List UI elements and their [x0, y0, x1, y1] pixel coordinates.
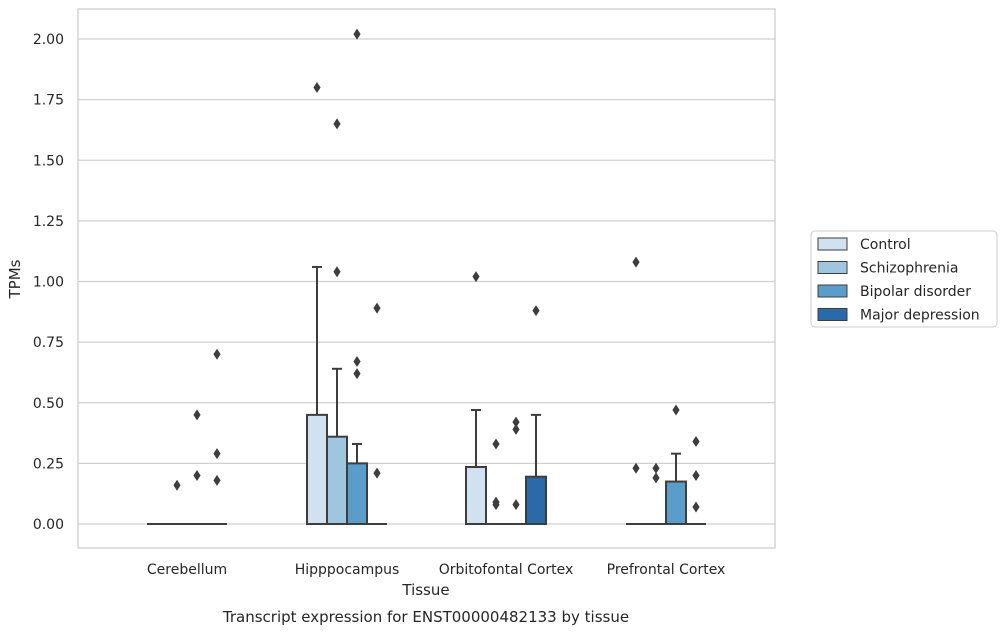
outlier-point [492, 438, 500, 450]
x-tick-labels: Cerebellum Hipppocampus Orbitofontal Corte… [147, 562, 725, 578]
x-tick-label: Prefrontal Cortex [607, 562, 726, 578]
legend: Control Schizophrenia Bipolar disorder Majo… [810, 230, 998, 328]
outlier-point [672, 404, 680, 416]
legend-swatch [817, 261, 848, 274]
x-tick-label: Hipppocampus [295, 562, 400, 578]
outlier-point [333, 266, 341, 278]
x-tick-label: Cerebellum [147, 562, 227, 578]
outlier-point [213, 348, 221, 360]
outlier-point [632, 462, 640, 474]
outlier-point [313, 82, 321, 93]
y-tick-label: 0.00 [33, 517, 64, 533]
outlier-point [373, 467, 381, 479]
outlier-point [173, 479, 181, 491]
legend-label: Control [860, 237, 911, 253]
y-axis-title: TPMs [6, 259, 24, 299]
outlier-point [652, 472, 660, 484]
x-tick-label: Orbitofontal Cortex [439, 562, 574, 578]
outlier-point [333, 118, 341, 130]
outliers [173, 28, 700, 513]
y-tick-labels: 0.00 0.25 0.50 0.75 1.00 1.25 1.50 1.75 2.00 [33, 32, 64, 533]
y-tick-label: 0.75 [33, 335, 64, 351]
box [665, 480, 687, 525]
outlier-point [373, 302, 381, 314]
outlier-point [353, 28, 361, 40]
box [465, 466, 487, 526]
box [326, 435, 348, 526]
legend-label: Schizophrenia [860, 261, 958, 277]
outlier-point [193, 409, 201, 421]
x-axis-title: Tissue [401, 581, 449, 599]
outlier-point [692, 436, 700, 448]
y-tick-label: 2.00 [33, 32, 64, 48]
chart-caption: Transcript expression for ENST0000048213… [222, 608, 629, 626]
outlier-point [512, 499, 520, 511]
outlier-point [532, 305, 540, 317]
legend-swatch [817, 284, 848, 298]
outlier-point [193, 470, 201, 481]
outlier-point [353, 356, 361, 368]
box [306, 413, 328, 525]
outlier-point [632, 256, 640, 268]
outlier-point [353, 368, 361, 380]
outlier-point [692, 501, 700, 513]
box [346, 462, 368, 525]
outlier-point [692, 470, 700, 481]
legend-label: Bipolar disorder [860, 284, 971, 300]
y-tick-label: 1.00 [33, 275, 64, 291]
legend-swatch [817, 308, 848, 321]
outlier-point [213, 474, 221, 486]
legend-frame [810, 230, 998, 328]
y-tick-label: 0.50 [33, 396, 64, 412]
boxes [147, 265, 706, 526]
legend-swatch [817, 237, 848, 251]
y-tick-label: 1.50 [33, 153, 64, 169]
outlier-point [652, 462, 660, 474]
y-tick-label: 0.25 [33, 456, 64, 472]
outlier-point [512, 416, 520, 428]
grid-lines [78, 38, 775, 525]
y-tick-label: 1.25 [33, 214, 64, 230]
y-tick-label: 1.75 [33, 93, 64, 109]
plot-frame [77, 8, 776, 549]
outlier-point [492, 499, 500, 511]
outlier-point [213, 448, 221, 460]
box [525, 475, 547, 525]
outlier-point [472, 271, 480, 283]
outlier-point [512, 423, 520, 435]
legend-label: Major depression [860, 308, 980, 324]
